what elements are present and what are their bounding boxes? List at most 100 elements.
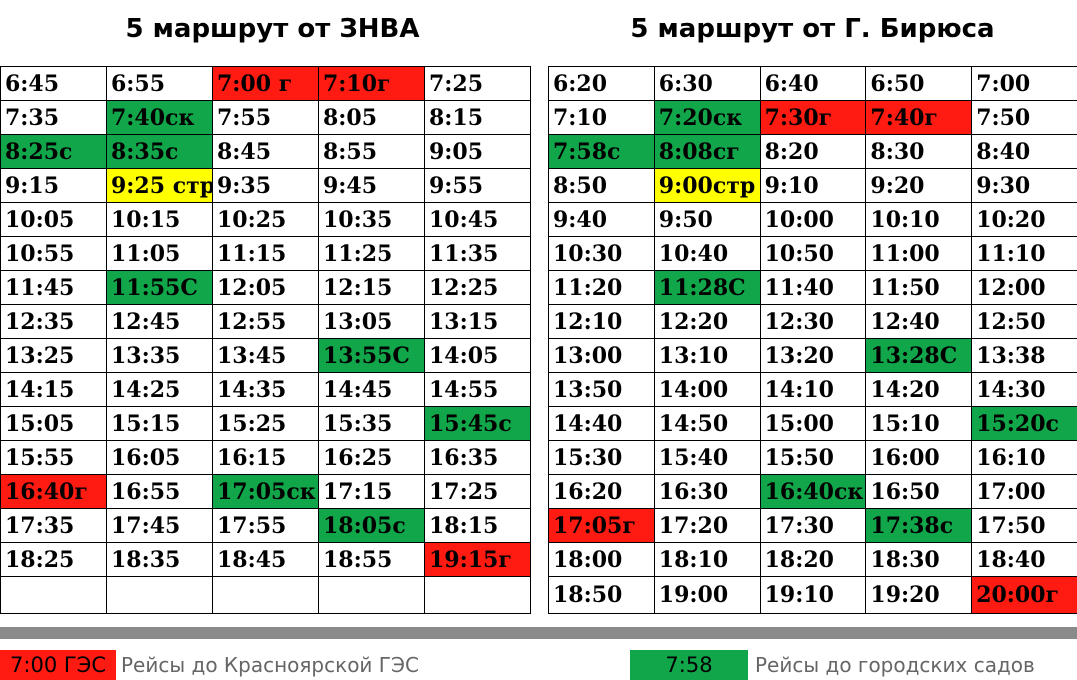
time-cell: 14:15	[0, 372, 107, 407]
time-cell	[424, 576, 531, 614]
time-cell: 19:20	[865, 576, 973, 614]
time-cell: 8:50	[548, 168, 655, 203]
time-cell: 16:35	[424, 440, 531, 475]
table-row: 17:35 17:45 17:55 18:05с 18:15	[0, 508, 531, 543]
time-cell: 8:55	[318, 134, 425, 169]
time-cell: 18:10	[653, 542, 761, 577]
legend-green-label: Рейсы до городских садов	[755, 653, 1035, 677]
time-cell: 12:35	[0, 304, 107, 339]
time-cell: 8:20	[759, 134, 867, 169]
time-cell: 14:50	[653, 406, 761, 441]
table-row: 15:30 15:40 15:50 16:00 16:10	[548, 440, 1077, 475]
left-route-title: 5 маршрут от ЗНВА	[125, 14, 420, 44]
time-cell: 13:05	[318, 304, 425, 339]
time-cell: 7:35	[0, 100, 107, 135]
time-cell: 8:15	[424, 100, 531, 135]
table-row: 9:40 9:50 10:00 10:10 10:20	[548, 202, 1077, 237]
legend-red-label: Рейсы до Красноярской ГЭС	[121, 653, 419, 677]
time-cell: 14:00	[653, 372, 761, 407]
time-cell: 9:50	[653, 202, 761, 237]
time-cell: 10:00	[759, 202, 867, 237]
time-cell: 11:20	[548, 270, 655, 305]
time-cell: 13:15	[424, 304, 531, 339]
time-cell: 16:50	[865, 474, 973, 509]
time-cell: 11:15	[212, 236, 319, 271]
time-cell: 12:40	[865, 304, 973, 339]
time-cell: 9:40	[548, 202, 655, 237]
time-cell: 20:00г	[971, 576, 1077, 614]
time-cell: 6:45	[0, 66, 107, 101]
time-cell: 16:25	[318, 440, 425, 475]
time-cell: 15:40	[653, 440, 761, 475]
time-cell: 17:05г	[548, 508, 655, 543]
table-row: 9:15 9:25 стр 9:35 9:45 9:55	[0, 168, 531, 203]
time-cell: 9:20	[865, 168, 973, 203]
time-cell: 7:25	[424, 66, 531, 101]
time-cell: 13:10	[653, 338, 761, 373]
time-cell: 15:30	[548, 440, 655, 475]
table-row: 8:50 9:00стр 9:10 9:20 9:30	[548, 168, 1077, 203]
time-cell: 17:50	[971, 508, 1077, 543]
time-cell: 7:10	[548, 100, 655, 135]
legend-red-swatch: 7:00 ГЭС	[0, 650, 116, 680]
time-cell: 11:25	[318, 236, 425, 271]
time-cell: 18:45	[212, 542, 319, 577]
table-row: 16:20 16:30 16:40ск 16:50 17:00	[548, 474, 1077, 509]
divider	[0, 627, 1077, 639]
time-cell	[0, 576, 107, 614]
time-cell: 7:10г	[318, 66, 425, 101]
right-timetable: 6:20 6:30 6:40 6:50 7:00 7:10 7:20ск 7:30г 7:40г…	[548, 66, 1077, 614]
time-cell: 18:25	[0, 542, 107, 577]
time-cell: 13:28С	[865, 338, 973, 373]
time-cell: 14:40	[548, 406, 655, 441]
time-cell	[106, 576, 213, 614]
left-timetable: 6:45 6:55 7:00 г 7:10г 7:25 7:35 7:40ск 7:55 8:0…	[0, 66, 531, 614]
table-row: 8:25с 8:35с 8:45 8:55 9:05	[0, 134, 531, 169]
time-cell: 12:05	[212, 270, 319, 305]
time-cell: 6:40	[759, 66, 867, 101]
time-cell: 10:05	[0, 202, 107, 237]
time-cell: 15:15	[106, 406, 213, 441]
time-cell: 7:58с	[548, 134, 655, 169]
time-cell: 8:45	[212, 134, 319, 169]
time-cell: 14:55	[424, 372, 531, 407]
time-cell: 11:55С	[106, 270, 213, 305]
time-cell: 8:35с	[106, 134, 213, 169]
table-row	[0, 576, 531, 614]
time-cell: 12:10	[548, 304, 655, 339]
time-cell: 7:50	[971, 100, 1077, 135]
time-cell: 14:10	[759, 372, 867, 407]
table-row: 6:20 6:30 6:40 6:50 7:00	[548, 66, 1077, 101]
time-cell: 16:15	[212, 440, 319, 475]
time-cell: 16:20	[548, 474, 655, 509]
time-cell: 18:00	[548, 542, 655, 577]
time-cell: 15:55	[0, 440, 107, 475]
time-cell: 8:08сг	[653, 134, 761, 169]
time-cell: 16:10	[971, 440, 1077, 475]
time-cell: 18:30	[865, 542, 973, 577]
time-cell: 14:05	[424, 338, 531, 373]
time-cell: 19:10	[759, 576, 867, 614]
time-cell: 12:15	[318, 270, 425, 305]
time-cell: 6:55	[106, 66, 213, 101]
table-row: 12:10 12:20 12:30 12:40 12:50	[548, 304, 1077, 339]
time-cell: 10:30	[548, 236, 655, 271]
time-cell: 7:40г	[865, 100, 973, 135]
table-row: 7:10 7:20ск 7:30г 7:40г 7:50	[548, 100, 1077, 135]
time-cell: 18:20	[759, 542, 867, 577]
table-row: 13:25 13:35 13:45 13:55С 14:05	[0, 338, 531, 373]
time-cell: 18:55	[318, 542, 425, 577]
time-cell: 18:40	[971, 542, 1077, 577]
time-cell: 12:50	[971, 304, 1077, 339]
time-cell: 10:15	[106, 202, 213, 237]
time-cell: 11:40	[759, 270, 867, 305]
time-cell: 16:30	[653, 474, 761, 509]
table-row: 13:50 14:00 14:10 14:20 14:30	[548, 372, 1077, 407]
time-cell: 15:00	[759, 406, 867, 441]
time-cell: 7:30г	[759, 100, 867, 135]
time-cell: 8:05	[318, 100, 425, 135]
time-cell: 17:25	[424, 474, 531, 509]
table-row: 11:20 11:28С 11:40 11:50 12:00	[548, 270, 1077, 305]
time-cell: 17:20	[653, 508, 761, 543]
time-cell: 16:40г	[0, 474, 107, 509]
